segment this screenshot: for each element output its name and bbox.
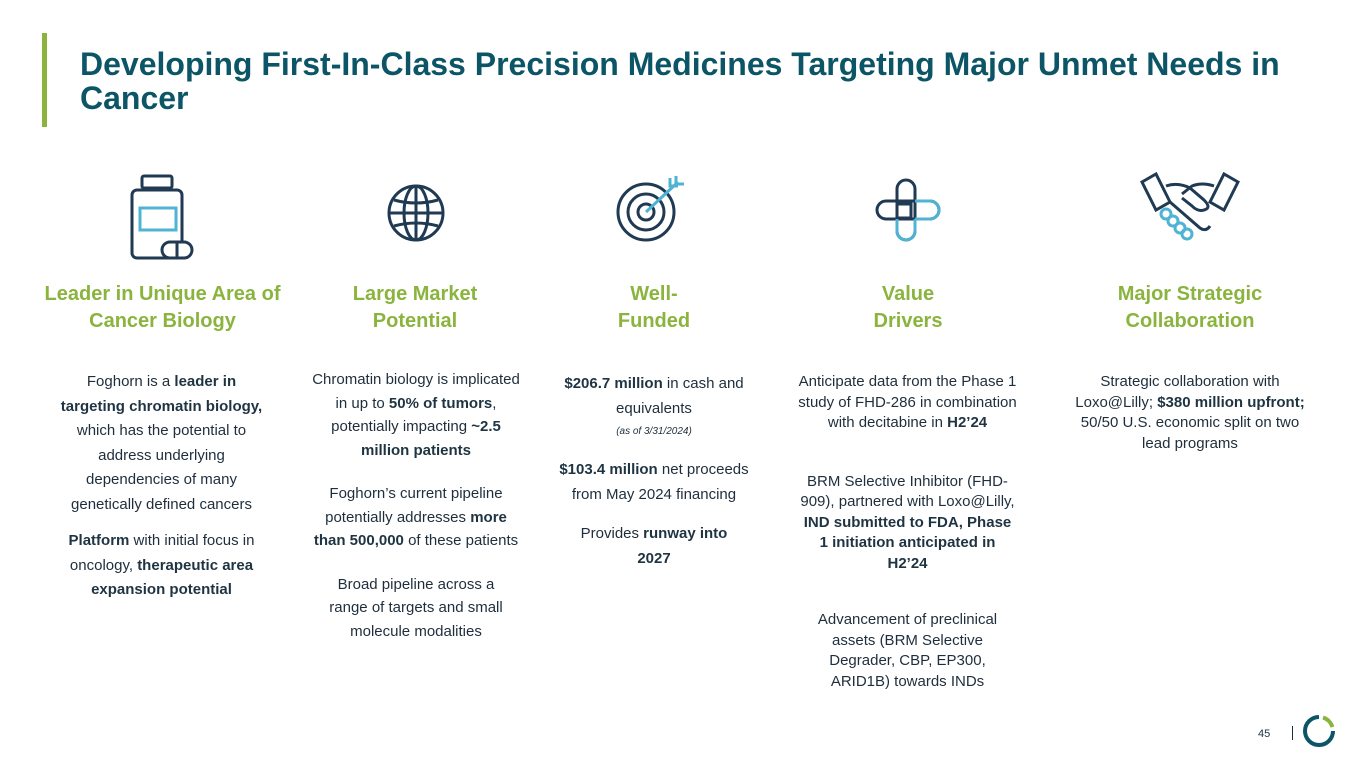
market-paragraph-3: Broad pipeline across a range of targets… bbox=[329, 575, 503, 640]
page-title: Developing First-In-Class Precision Medi… bbox=[80, 46, 1280, 116]
collaboration-paragraph-1: Strategic collaboration with Loxo@Lilly;… bbox=[1075, 373, 1305, 452]
text-market: Chromatin biology is implicated in up to… bbox=[312, 368, 520, 643]
funded-paragraph-2: $103.4 million net proceeds from May 202… bbox=[559, 461, 749, 503]
pill-bottle-icon bbox=[130, 174, 194, 260]
handshake-icon bbox=[1140, 171, 1240, 241]
leader-paragraph-2: Platform with initial focus in oncology,… bbox=[68, 532, 255, 598]
text-funded: $206.7 million in cash and equivalents (… bbox=[554, 372, 754, 571]
page-number: 45 bbox=[1258, 728, 1271, 740]
heading-value: Value Drivers bbox=[873, 283, 943, 332]
heading-leader: Leader in Unique Area of Cancer Biology bbox=[44, 283, 281, 332]
text-collaboration: Strategic collaboration with Loxo@Lilly;… bbox=[1070, 372, 1310, 454]
target-icon bbox=[616, 176, 684, 242]
footer-divider bbox=[1292, 726, 1293, 740]
funded-as-of-note: (as of 3/31/2024) bbox=[616, 426, 692, 437]
value-paragraph-2: BRM Selective Inhibitor (FHD-909), partn… bbox=[800, 472, 1015, 572]
medical-cross-icon bbox=[875, 178, 941, 242]
funded-paragraph-1: $206.7 million in cash and equivalents bbox=[564, 375, 744, 417]
title-accent-bar bbox=[42, 33, 47, 127]
heading-funded: Well-Funded bbox=[617, 283, 691, 332]
leader-paragraph-1: Foghorn is a leader in targeting chromat… bbox=[60, 373, 263, 513]
funded-paragraph-3: Provides runway into 2027 bbox=[580, 525, 728, 567]
market-paragraph-1: Chromatin biology is implicated in up to… bbox=[312, 371, 520, 459]
text-leader: Foghorn is a leader in targeting chromat… bbox=[53, 370, 270, 603]
market-paragraph-2: Foghorn’s current pipeline potentially a… bbox=[313, 485, 519, 549]
heading-collaboration: Major Strategic Collaboration bbox=[1117, 283, 1263, 332]
heading-market: Large Market Potential bbox=[352, 283, 478, 332]
value-paragraph-1: Anticipate data from the Phase 1 study o… bbox=[798, 373, 1017, 431]
company-logo-icon bbox=[1303, 715, 1335, 747]
text-value: Anticipate data from the Phase 1 study o… bbox=[790, 372, 1025, 692]
globe-icon bbox=[387, 184, 445, 242]
value-paragraph-3: Advancement of preclinical assets (BRM S… bbox=[817, 611, 998, 690]
